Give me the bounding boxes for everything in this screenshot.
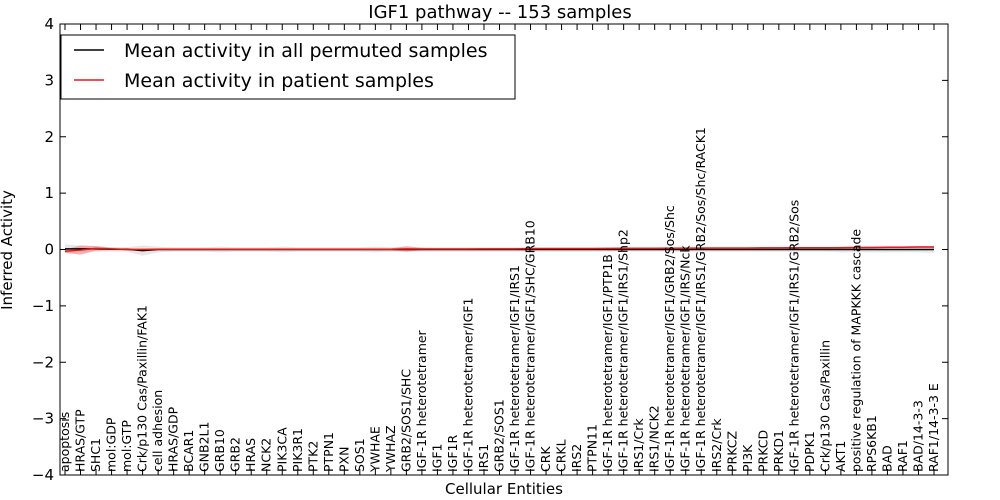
y-tick-label: −2 [32,353,54,371]
x-axis-ticks [64,24,935,475]
legend-box [60,34,516,100]
category-label: HRAS/GDP [166,406,181,472]
category-label: IGF1 [429,443,444,472]
y-tick-label: 0 [44,241,54,259]
category-label: mol:GDP [104,417,119,472]
category-label: positive regulation of MAPKKK cascade [848,229,863,472]
category-label: IGF-1R heterotetramer/IGF1 [460,298,475,472]
category-label: IGF1R [445,434,460,472]
y-tick-label: 1 [44,184,54,202]
category-label: SOS1 [352,438,367,472]
category-label: RPS6KB1 [864,415,879,472]
y-tick-label: −3 [32,410,54,428]
category-label: AKT1 [833,441,848,472]
y-tick-label: −4 [32,466,54,484]
category-label: mol:GTP [119,420,134,472]
category-label: PIK3R1 [290,428,305,472]
category-label: IGF-1R heterotetramer/IGF1/IRS/Nck [678,245,693,472]
category-label: SHC1 [88,438,103,472]
category-label: GRB2/SOS1 [492,399,507,472]
category-label: YWHAE [367,426,382,473]
category-label: PXN [336,447,351,472]
legend-label-permuted: Mean activity in all permuted samples [124,40,487,62]
category-label: CRK [538,446,553,472]
category-label: PTPN1 [321,432,336,472]
category-label: IGF-1R heterotetramer [414,329,429,472]
legend: Mean activity in all permuted samples Me… [60,34,516,100]
y-axis-title: Inferred Activity [0,190,16,310]
y-tick-label: 3 [44,71,54,89]
category-label: PIK3CA [274,427,289,472]
category-label: IGF-1R heterotetramer/IGF1/GRB2/Sos/Shc [662,205,677,472]
category-label: Crk/p130 Cas/Paxillin [817,340,832,472]
category-label: GRB2 [228,437,243,472]
category-label: HRAS [243,438,258,472]
patient-mean-line [64,246,934,252]
category-label: IRS1/NCK2 [647,405,662,472]
category-label: IGF-1R heterotetramer/IGF1/IRS1/Shp2 [616,229,631,472]
y-axis-ticks: −4 −3 −2 −1 0 1 2 3 4 [32,15,948,484]
category-label: PRKCZ [724,431,739,472]
category-labels: apoptosis HRAS/GTP SHC1 mol:GDP mol:GTP Crk/p… [57,127,941,473]
category-label: GNB2L1 [197,422,212,472]
category-label: IRS2 [569,444,584,472]
x-axis-title: Cellular Entities [445,480,563,498]
category-label: PDPK1 [802,431,817,472]
category-label: IRS1 [476,444,491,472]
category-label: IRS1/Crk [631,418,646,472]
category-label: NCK2 [259,438,274,472]
category-label: PRKCD [755,430,770,472]
series-lines [64,246,934,252]
category-label: IGF-1R heterotetramer/IGF1/IRS1/GRB2/Sos [786,200,801,472]
category-label: PTK2 [305,441,320,472]
category-label: RAF1 [895,440,910,472]
y-tick-label: −1 [32,297,54,315]
category-label: Crk/p130 Cas/Paxillin/FAK1 [135,305,150,472]
category-label: HRAS/GTP [73,409,88,472]
category-label: CRKL [554,439,569,472]
y-tick-label: 4 [44,15,54,33]
category-label: cell adhesion [150,390,165,472]
category-label: IRS2/Crk [709,418,724,472]
legend-label-patient: Mean activity in patient samples [124,70,434,92]
category-label: IGF-1R heterotetramer/IGF1/PTP1B [600,254,615,472]
category-label: PTPN11 [585,424,600,472]
category-label: BCAR1 [181,430,196,472]
category-label: PRKD1 [771,430,786,472]
category-label: BAD [879,445,894,472]
y-tick-label: 2 [44,128,54,146]
category-label: GRB2/SOS1/SHC [398,369,413,472]
category-label: YWHAZ [383,425,398,473]
category-label: PI3K [740,444,755,472]
category-label: IGF-1R heterotetramer/IGF1/IRS1/GRB2/Sos… [693,127,708,472]
category-label: apoptosis [57,412,72,472]
chart-title: IGF1 pathway -- 153 samples [368,2,631,23]
category-label: RAF1/14-3-3 E [926,383,941,472]
category-label: IGF-1R heterotetramer/IGF1/SHC/GRB10 [523,220,538,472]
category-label: BAD/14-3-3 [910,400,925,472]
category-label: GRB10 [212,429,227,472]
category-label: IGF-1R heterotetramer/IGF1/IRS1 [507,265,522,472]
